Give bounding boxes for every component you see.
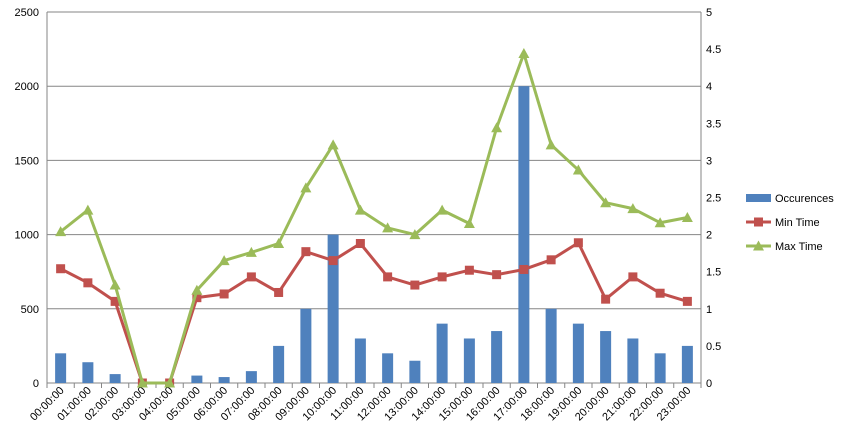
data-point-square <box>492 270 502 280</box>
data-point-square <box>546 255 556 265</box>
bar <box>55 353 67 383</box>
y-right-tick-label: 4 <box>706 81 712 93</box>
data-point-triangle <box>82 204 94 215</box>
data-point-triangle <box>245 246 257 257</box>
y-right-tick-label: 1 <box>706 304 712 316</box>
bar <box>354 338 366 383</box>
data-point-triangle <box>600 197 612 208</box>
data-point-square <box>83 278 93 288</box>
bar <box>463 338 475 383</box>
data-point-triangle <box>218 255 230 266</box>
y-left-tick-label: 1000 <box>15 230 39 242</box>
data-point-square <box>383 272 393 282</box>
bar <box>600 331 612 383</box>
bar <box>572 323 584 383</box>
data-point-square <box>246 272 256 282</box>
y-left-tick-label: 1500 <box>15 155 39 167</box>
data-point-square <box>655 288 665 298</box>
data-point-triangle <box>627 203 639 214</box>
y-right-tick-label: 4.5 <box>706 44 721 56</box>
y-left-tick-label: 0 <box>33 378 39 390</box>
y-right-tick-label: 1.5 <box>706 267 721 279</box>
data-point-square <box>192 293 202 303</box>
bar <box>409 360 421 383</box>
data-point-triangle <box>572 164 584 175</box>
data-point-triangle <box>382 222 394 233</box>
data-point-triangle <box>55 226 67 237</box>
data-point-square <box>355 239 365 249</box>
bar <box>654 353 666 383</box>
bar <box>82 362 94 383</box>
bar <box>627 338 639 383</box>
data-point-triangle <box>136 377 148 388</box>
bar <box>218 377 230 383</box>
data-point-triangle <box>681 212 693 223</box>
bar <box>300 308 312 383</box>
data-point-square <box>519 264 529 274</box>
bar <box>245 371 257 383</box>
data-point-triangle <box>327 139 339 150</box>
data-point-triangle <box>409 229 421 240</box>
legend-label: Occurences <box>775 193 834 205</box>
bar <box>545 308 557 383</box>
y-right-tick-label: 0.5 <box>706 341 721 353</box>
y-left-tick-label: 500 <box>21 304 39 316</box>
data-point-square <box>274 287 284 297</box>
y-right-tick-label: 5 <box>706 7 712 19</box>
y-right-tick-label: 3 <box>706 155 712 167</box>
data-point-square <box>110 296 120 306</box>
data-point-triangle <box>463 217 475 228</box>
y-left-tick-label: 2500 <box>15 7 39 19</box>
data-point-triangle <box>491 122 503 133</box>
bar <box>191 375 203 383</box>
bar <box>491 331 503 383</box>
y-right-tick-label: 0 <box>706 378 712 390</box>
data-point-square <box>410 280 420 290</box>
data-point-square <box>573 238 583 248</box>
data-point-triangle <box>545 139 557 150</box>
bar <box>518 86 530 383</box>
legend-marker <box>753 240 764 251</box>
legend-label: Min Time <box>775 217 820 229</box>
bar <box>327 234 339 383</box>
data-point-triangle <box>300 182 312 193</box>
data-point-square <box>328 256 338 266</box>
y-right-tick-label: 2.5 <box>706 193 721 205</box>
data-point-triangle <box>436 204 448 215</box>
data-point-square <box>601 294 611 304</box>
legend-label: Max Time <box>775 241 823 253</box>
series-line <box>59 241 688 385</box>
y-right-tick-label: 2 <box>706 230 712 242</box>
bar <box>436 323 448 383</box>
data-point-square <box>682 296 692 306</box>
data-point-square <box>219 289 229 299</box>
data-point-square <box>301 247 311 257</box>
data-point-triangle <box>518 48 530 59</box>
data-point-square <box>437 272 447 282</box>
data-point-triangle <box>354 204 366 215</box>
y-left-tick-label: 2000 <box>15 81 39 93</box>
bar <box>273 345 285 383</box>
data-point-triangle <box>109 279 121 290</box>
data-point-triangle <box>191 284 203 295</box>
data-point-square <box>464 265 474 275</box>
legend-swatch <box>746 194 771 202</box>
bar <box>382 353 394 383</box>
y-right-tick-label: 3.5 <box>706 118 721 130</box>
legend-marker <box>754 217 763 227</box>
data-point-square <box>56 264 66 274</box>
bar <box>681 345 693 383</box>
data-point-triangle <box>164 377 176 388</box>
data-point-triangle <box>273 238 285 249</box>
data-point-triangle <box>654 217 666 228</box>
series-line <box>59 52 688 385</box>
data-point-square <box>628 272 638 282</box>
bar <box>109 374 121 383</box>
